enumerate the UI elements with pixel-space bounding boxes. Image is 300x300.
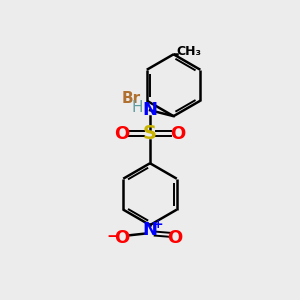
Text: O: O bbox=[167, 229, 183, 247]
Text: N: N bbox=[142, 221, 158, 239]
Text: +: + bbox=[153, 218, 164, 231]
Text: Br: Br bbox=[121, 91, 140, 106]
Text: S: S bbox=[143, 124, 157, 143]
Text: H: H bbox=[132, 100, 143, 115]
Text: O: O bbox=[170, 125, 186, 143]
Text: −: − bbox=[106, 230, 119, 244]
Text: CH₃: CH₃ bbox=[176, 45, 202, 58]
Text: N: N bbox=[142, 101, 158, 119]
Text: O: O bbox=[114, 125, 130, 143]
Text: O: O bbox=[114, 229, 130, 247]
